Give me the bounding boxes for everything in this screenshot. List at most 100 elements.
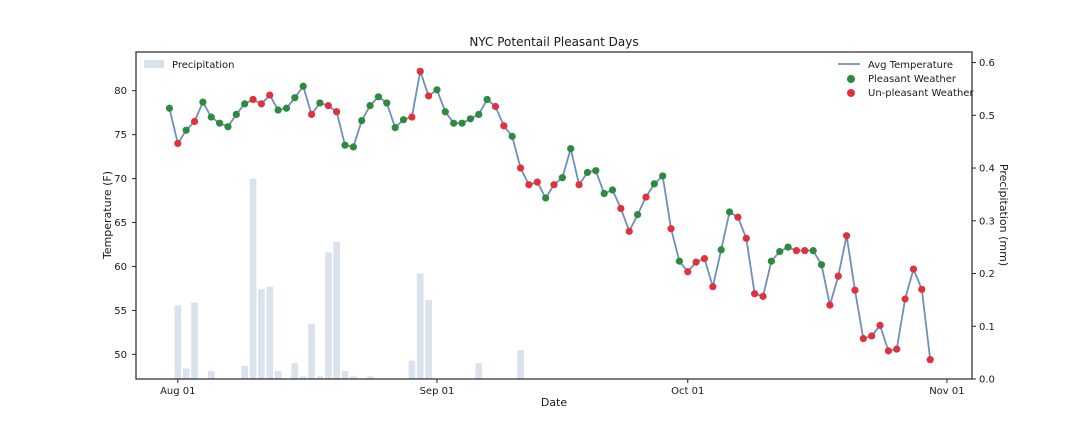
y-tick-label: 65: [114, 218, 127, 229]
pleasant-point: [383, 99, 391, 107]
pleasant-point: [508, 132, 516, 140]
pleasant-point: [675, 257, 684, 265]
y2-tick-label: 0.3: [979, 216, 995, 227]
pleasant-point: [374, 93, 383, 101]
precipitation-bar: [408, 360, 416, 379]
y2-tick-label: 0.0: [979, 375, 995, 386]
unpleasant-point: [266, 91, 274, 99]
pleasant-point: [199, 98, 207, 106]
unpleasant-point: [491, 102, 500, 111]
unpleasant-point: [851, 286, 859, 294]
pleasant-point: [776, 247, 784, 256]
unpleasant-point: [550, 181, 558, 189]
pleasant-point: [224, 123, 232, 131]
precipitation-bar: [258, 289, 265, 379]
pleasant-point: [182, 126, 190, 134]
unpleasant-point: [525, 181, 533, 189]
pleasant-point: [809, 247, 817, 255]
precipitation-bar: [182, 368, 190, 379]
pleasant-point: [391, 124, 399, 132]
x-tick-label: Aug 01: [160, 386, 195, 397]
pleasant-point: [458, 119, 466, 127]
legend-label-precipitation: Precipitation: [172, 60, 235, 71]
precipitation-bar: [274, 371, 282, 379]
precipitation-bar: [241, 365, 249, 379]
pleasant-point: [282, 104, 291, 112]
legend-precipitation: Precipitation: [144, 60, 235, 71]
pleasant-point: [316, 99, 324, 107]
unpleasant-point: [759, 292, 767, 300]
legend-right: Avg Temperature Pleasant Weather Un-plea…: [838, 60, 974, 99]
legend-swatch-pleasant: [847, 75, 855, 83]
unpleasant-point: [834, 272, 842, 280]
plot-frame: [135, 51, 973, 380]
unpleasant-point: [868, 332, 876, 340]
precipitation-bar: [416, 273, 424, 379]
pleasant-point: [399, 116, 408, 124]
pleasant-point: [466, 115, 474, 123]
unpleasant-point: [257, 100, 265, 108]
legend-swatch-precipitation: [144, 60, 164, 68]
avg-temperature-line: [168, 70, 932, 360]
unpleasant-point: [792, 247, 801, 255]
legend-swatch-unpleasant: [847, 89, 855, 97]
unpleasant-point: [893, 345, 901, 353]
pleasant-point: [291, 94, 299, 102]
pleasant-point: [341, 141, 349, 149]
unpleasant-point: [918, 285, 926, 293]
y2-axis-ticks: 0.0 0.1 0.2 0.3 0.4 0.5 0.6: [972, 58, 995, 386]
pleasant-point: [558, 174, 566, 182]
precipitation-bar: [475, 363, 483, 379]
y2-tick-label: 0.5: [979, 111, 995, 122]
pleasant-point: [567, 145, 575, 153]
pleasant-point: [483, 95, 491, 104]
pleasant-point: [216, 119, 224, 127]
pleasant-point: [767, 257, 775, 265]
unpleasant-point: [333, 108, 341, 116]
unpleasant-point: [174, 139, 182, 148]
x-axis-ticks: Aug 01 Sep 01 Oct 01 Nov 01: [160, 379, 965, 397]
precipitation-bars: [174, 178, 524, 379]
pleasant-point: [542, 194, 550, 202]
precipitation-bar: [324, 252, 332, 379]
unpleasant-point: [249, 95, 257, 104]
pleasant-point: [349, 143, 357, 151]
unpleasant-point: [692, 258, 700, 266]
pleasant-point: [717, 246, 725, 254]
pleasant-point: [433, 86, 441, 94]
x-tick-label: Sep 01: [420, 386, 455, 397]
unpleasant-point: [416, 67, 424, 75]
y-tick-label: 50: [114, 350, 127, 361]
unpleasant-point: [742, 234, 750, 242]
y2-tick-label: 0.1: [979, 322, 995, 333]
x-axis-label: Date: [541, 396, 568, 409]
unpleasant-point: [709, 283, 717, 291]
unpleasant-point: [625, 227, 633, 235]
y-tick-label: 70: [114, 174, 127, 185]
y2-tick-label: 0.6: [979, 58, 995, 69]
precipitation-bar: [174, 305, 182, 379]
pleasant-point: [600, 189, 608, 198]
y2-tick-label: 0.2: [979, 269, 995, 280]
unpleasant-point: [190, 117, 199, 126]
y2-tick-label: 0.4: [979, 164, 995, 175]
unpleasant-point: [876, 321, 884, 329]
unpleasant-point: [324, 102, 332, 110]
legend-label-unpleasant: Un-pleasant Weather: [868, 88, 974, 99]
unpleasant-point: [575, 181, 583, 189]
pleasant-point: [725, 208, 734, 216]
unpleasant-point: [617, 204, 625, 213]
pleasant-point: [441, 108, 449, 116]
unpleasant-point: [926, 356, 934, 364]
precipitation-bar: [266, 286, 274, 379]
precipitation-bar: [350, 376, 357, 379]
unpleasant-point: [684, 268, 692, 276]
unpleasant-point: [307, 110, 316, 119]
y-tick-label: 75: [114, 130, 127, 141]
precipitation-bar: [291, 363, 299, 379]
y-tick-label: 80: [114, 86, 127, 97]
pleasant-point: [299, 82, 307, 90]
unpleasant-point: [801, 247, 809, 255]
unpleasant-point: [859, 334, 867, 343]
y-axis-ticks: 50 55 60 65 70 75 80: [114, 86, 136, 361]
